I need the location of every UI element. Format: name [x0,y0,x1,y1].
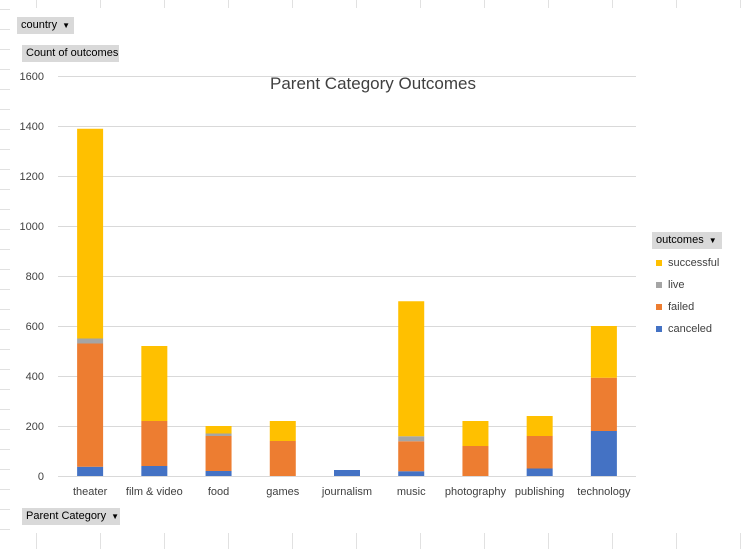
y-tick-label: 1400 [20,121,44,133]
y-tick-label: 600 [26,321,44,333]
dropdown-arrow-icon: ▼ [708,236,717,245]
y-tick-label: 1000 [20,221,44,233]
parent-category-field-button[interactable]: Parent Category ▼ [22,508,120,525]
bar-canceled[interactable] [398,471,425,476]
bar-canceled[interactable] [334,470,360,476]
bar-failed[interactable] [269,441,296,476]
country-filter-button[interactable]: country ▼ [17,17,74,34]
dropdown-arrow-icon: ▼ [62,21,70,30]
bar-failed[interactable] [141,421,168,466]
bar-canceled[interactable] [77,466,104,476]
y-tick-label: 1200 [20,171,44,183]
legend-swatch [656,304,662,310]
bar-canceled[interactable] [526,468,553,477]
y-tick-label: 800 [26,271,44,283]
x-tick-label: publishing [515,486,565,498]
bar-successful[interactable] [462,421,489,446]
dropdown-arrow-icon: ▼ [111,512,120,521]
y-tick-label: 200 [26,421,44,433]
x-tick-label: music [397,486,426,498]
bar-failed[interactable] [590,377,617,431]
bar-canceled[interactable] [205,471,232,476]
x-tick-label: journalism [321,486,372,498]
y-tick-label: 0 [38,471,44,483]
bar-failed[interactable] [398,441,425,472]
x-tick-label: theater [73,486,108,498]
bar-live[interactable] [205,433,232,437]
bar-canceled[interactable] [141,466,168,476]
bar-successful[interactable] [77,128,104,339]
outcomes-legend-field-button[interactable]: outcomes ▼ [652,232,722,249]
chart-legend: successful live failed canceled [656,252,719,340]
legend-swatch [656,282,662,288]
values-field-label: Count of outcomes [26,47,119,59]
legend-item-canceled: canceled [656,318,719,340]
x-tick-label: photography [445,486,507,498]
x-tick-label: film & video [126,486,183,498]
legend-label: live [668,279,685,291]
legend-label: failed [668,301,695,313]
values-field-button[interactable]: Count of outcomes [22,45,119,62]
bar-failed[interactable] [526,436,553,469]
parent-category-field-label: Parent Category [26,510,107,522]
bar-failed[interactable] [462,446,489,476]
y-tick-label: 400 [26,371,44,383]
bar-canceled[interactable] [590,431,617,476]
bar-successful[interactable] [141,346,168,421]
legend-item-successful: successful [656,252,719,274]
legend-item-live: live [656,274,719,296]
bar-successful[interactable] [526,416,553,436]
bar-successful[interactable] [205,426,232,434]
bar-successful[interactable] [269,421,296,441]
x-tick-label: games [266,486,300,498]
bar-successful[interactable] [590,326,617,378]
outcomes-field-label: outcomes [656,234,704,246]
chart-title: Parent Category Outcomes [270,74,476,93]
legend-label: successful [668,257,720,269]
bar-failed[interactable] [77,343,104,467]
legend-item-failed: failed [656,296,719,318]
x-tick-label: food [208,486,229,498]
pivot-chart[interactable] [10,8,747,533]
legend-swatch [656,260,662,266]
legend-swatch [656,326,662,332]
country-filter-label: country [21,19,58,31]
bar-successful[interactable] [398,301,425,437]
bar-failed[interactable] [205,436,232,471]
y-tick-label: 1600 [20,71,44,83]
bar-live[interactable] [77,338,104,344]
bar-live[interactable] [398,436,425,442]
x-tick-label: technology [577,486,631,498]
legend-label: canceled [668,323,713,335]
